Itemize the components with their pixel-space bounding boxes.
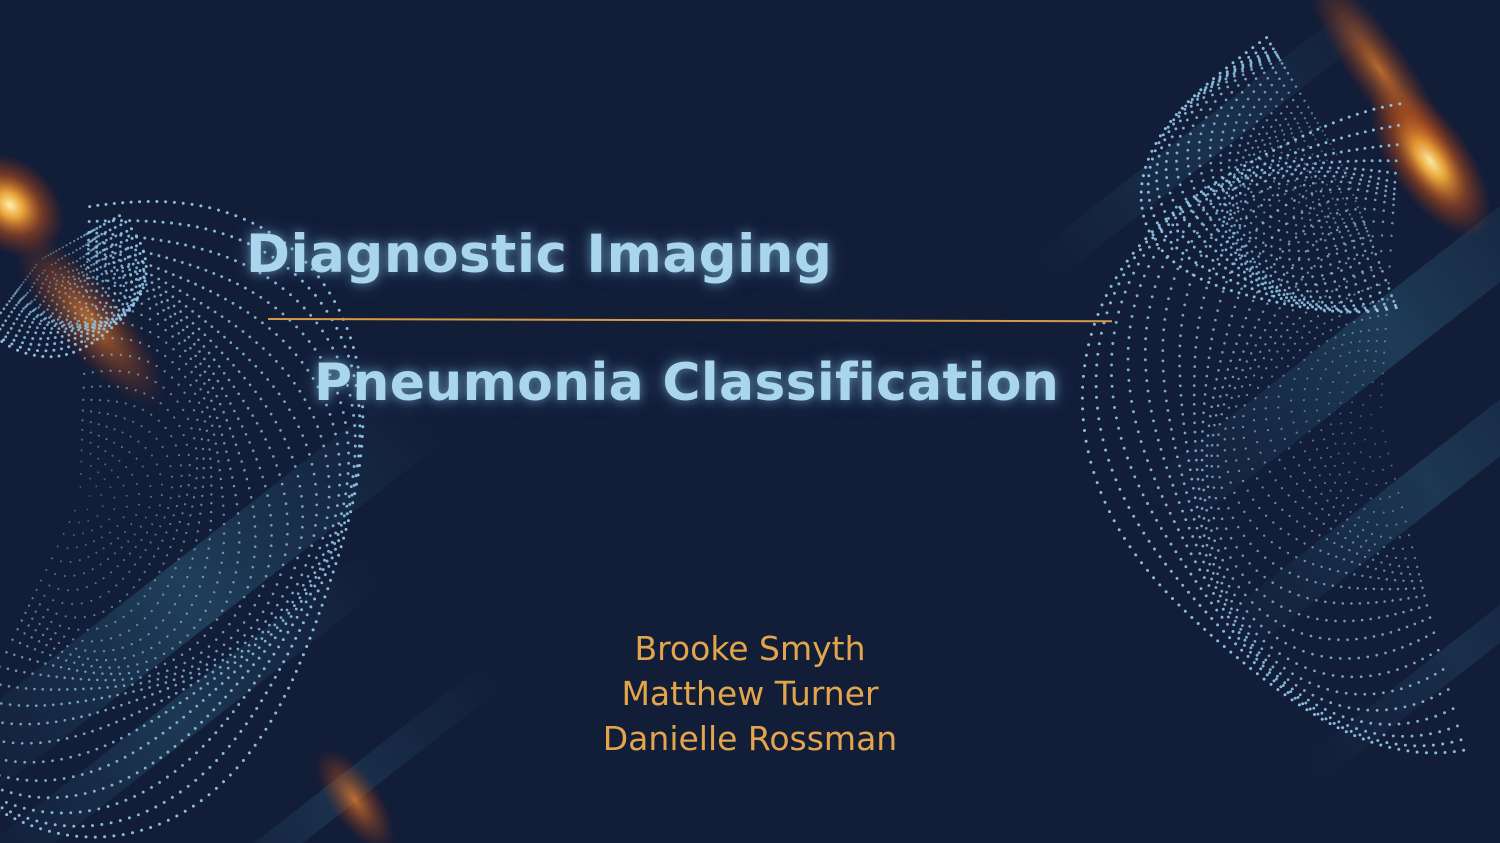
dot-wave-left bbox=[0, 200, 365, 839]
orange-glow bbox=[0, 153, 65, 257]
light-streak bbox=[1195, 292, 1500, 673]
orange-glow bbox=[1306, 0, 1454, 170]
light-streak bbox=[1017, 0, 1403, 293]
light-streak bbox=[1127, 115, 1500, 545]
author-name: Matthew Turner bbox=[621, 674, 879, 713]
dot-wave-right bbox=[1080, 36, 1466, 755]
light-streak bbox=[0, 376, 456, 814]
orange-glow bbox=[314, 748, 396, 843]
author-name: Brooke Smyth bbox=[634, 629, 866, 668]
slide-subtitle: Pneumonia Classification bbox=[314, 353, 1060, 413]
light-streak bbox=[1285, 513, 1500, 797]
author-name: Danielle Rossman bbox=[602, 719, 898, 758]
orange-glow bbox=[14, 232, 166, 408]
slide-title: Diagnostic Imaging bbox=[246, 224, 833, 285]
author-list: Brooke Smyth Matthew Turner Danielle Ros… bbox=[450, 626, 1050, 761]
